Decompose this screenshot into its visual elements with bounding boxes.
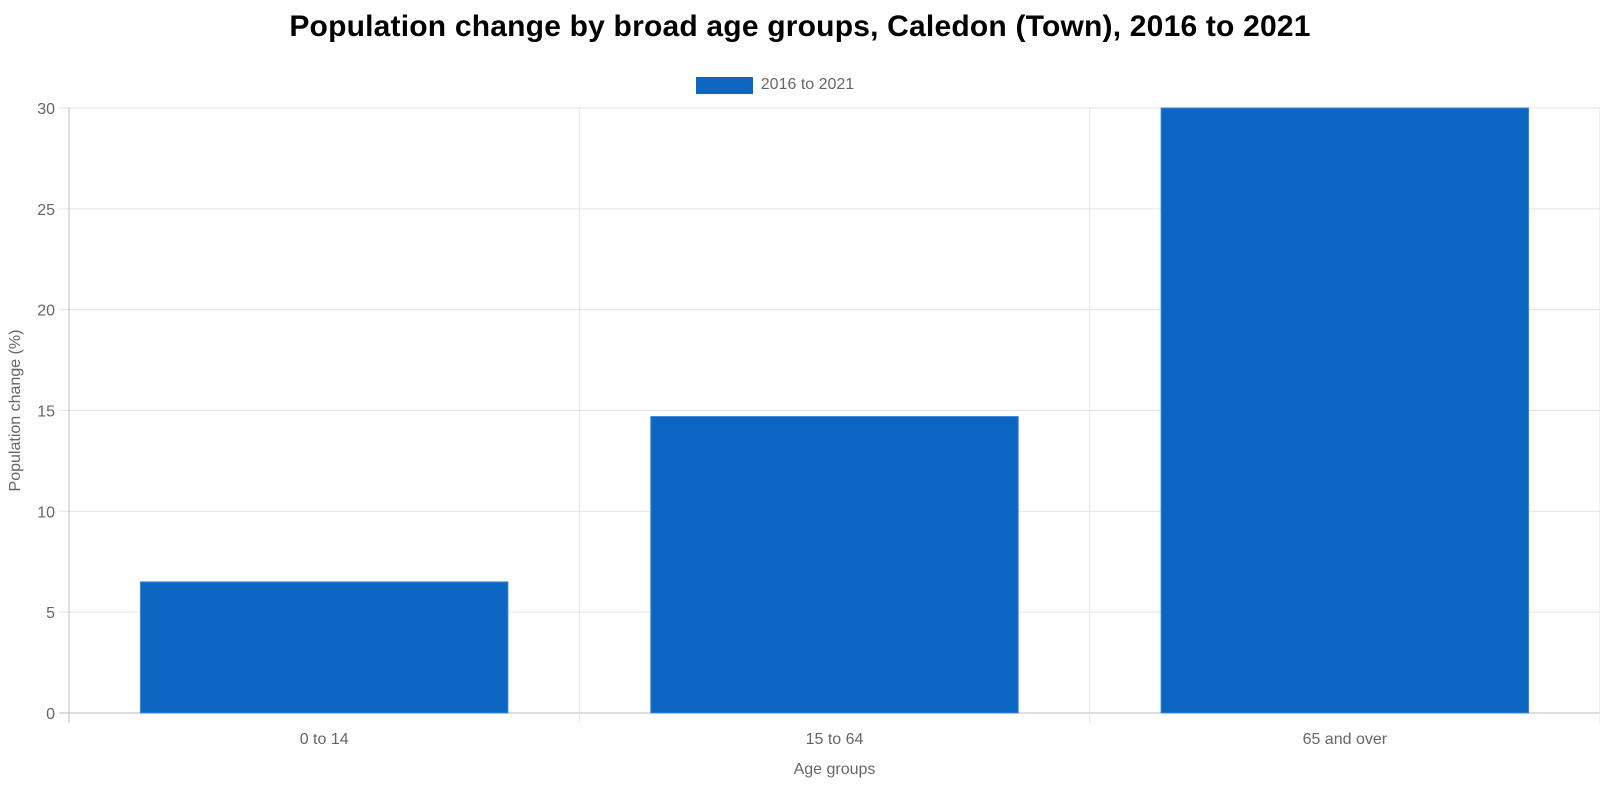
- y-tick-label: 25: [37, 202, 55, 219]
- y-tick-label: 30: [37, 101, 55, 118]
- axes: 0 5 10 15 20 25 30 0 to 14 15 to 64 65 and over: [37, 101, 1388, 748]
- y-tick-label: 0: [46, 706, 55, 723]
- bar-65-and-over[interactable]: [1160, 107, 1530, 714]
- y-tick-label: 20: [37, 303, 55, 320]
- bar-15-to-64[interactable]: [650, 416, 1019, 714]
- legend-swatch[interactable]: [695, 76, 753, 94]
- x-tick-label: 65 and over: [1303, 731, 1388, 748]
- y-tick-label: 15: [37, 404, 55, 421]
- bars: [139, 107, 1530, 714]
- y-tick-label: 10: [37, 504, 55, 521]
- bar-0-to-14[interactable]: [139, 581, 509, 714]
- y-tick-label: 5: [46, 605, 55, 622]
- x-tick-label: 15 to 64: [806, 731, 864, 748]
- legend-label[interactable]: 2016 to 2021: [760, 76, 855, 93]
- legend[interactable]: 2016 to 2021: [0, 76, 1600, 94]
- x-tick-label: 0 to 14: [300, 731, 349, 748]
- chart-title: Population change by broad age groups, C…: [289, 10, 1311, 43]
- y-axis-title: Population change (%): [7, 330, 24, 492]
- x-axis-title: Age groups: [794, 761, 876, 778]
